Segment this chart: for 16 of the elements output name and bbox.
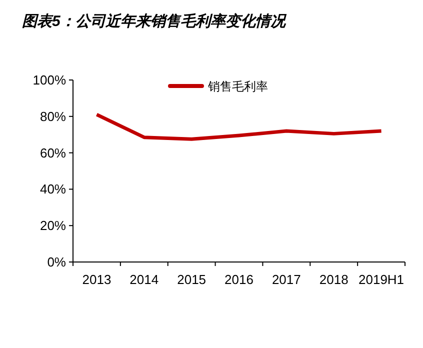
x-tick-label: 2019H1: [358, 272, 404, 287]
x-tick-label: 2017: [272, 272, 301, 287]
x-tick-label: 2015: [177, 272, 206, 287]
x-tick-label: 2014: [130, 272, 159, 287]
x-tick-label: 2018: [319, 272, 348, 287]
y-tick-label: 100%: [32, 72, 66, 88]
legend-label: 销售毛利率: [207, 80, 268, 94]
y-tick-label: 20%: [40, 218, 66, 234]
x-tick-label: 2013: [82, 272, 112, 287]
chart-title: 图表5：公司近年来销售毛利率变化情况: [22, 12, 288, 30]
y-tick-label: 40%: [40, 182, 66, 197]
y-tick-label: 60%: [40, 145, 66, 160]
x-tick-label: 2016: [224, 272, 254, 287]
line-series: [94, 112, 384, 141]
y-tick-label: 0%: [47, 254, 66, 270]
y-tick-label: 80%: [40, 108, 66, 124]
